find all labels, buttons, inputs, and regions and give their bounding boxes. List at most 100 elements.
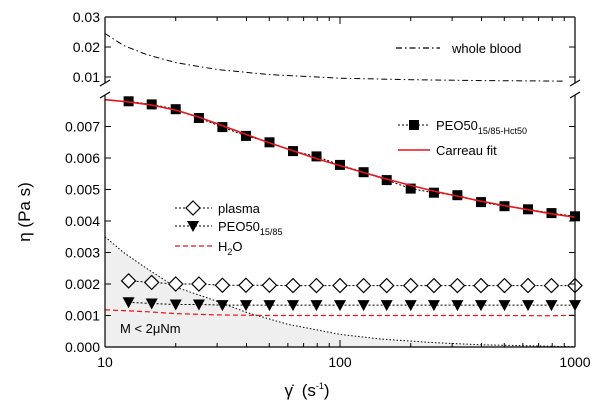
peo-hct50-point-5	[241, 130, 251, 141]
legend-whole-blood-label: whole blood	[451, 41, 521, 56]
y-lower-tick-label-3: 0.003	[65, 245, 100, 261]
peo-point-5	[239, 300, 252, 312]
plasma-point-4	[214, 277, 231, 294]
legend-triangle-marker	[187, 221, 199, 232]
plasma-point-16	[496, 277, 513, 294]
peo-hct50-point-3	[193, 113, 204, 123]
carreau-fit-line	[104, 98, 576, 218]
peo-point-15	[474, 300, 487, 312]
y-upper-tick-label-1: 0.02	[73, 39, 100, 55]
low-torque-annotation: M < 2μNm	[120, 321, 181, 336]
peo-hct50-point-13	[428, 187, 439, 198]
peo-point-0	[122, 297, 135, 309]
svg-text:PEO5015/85-Hct50: PEO5015/85-Hct50	[436, 118, 527, 136]
legend-peo-hct50: PEO5015/85-Hct50	[398, 118, 527, 136]
legend-square-marker	[409, 120, 419, 130]
plasma-point-18	[543, 277, 560, 294]
peo-point-1	[145, 298, 158, 310]
plasma-point-2	[167, 276, 184, 292]
legend-whole-blood: whole blood	[396, 41, 521, 56]
peo-hct50-point-12	[405, 183, 416, 194]
peo-point-12	[404, 300, 417, 312]
x-axis-title-close: )	[324, 381, 330, 400]
legend-carreau-label: Carreau fit	[436, 143, 497, 158]
axis-break-right-lower	[569, 91, 581, 99]
x-tick-label-2: 1000	[559, 354, 590, 370]
x-axis-title-unit: (s	[302, 381, 316, 400]
y-lower-tick-label-1: 0.001	[65, 308, 100, 324]
legend-plasma-label: plasma	[218, 201, 261, 216]
peo-point-16	[498, 300, 511, 312]
low-torque-shaded-region	[105, 236, 575, 347]
plasma-point-11	[378, 277, 395, 294]
peo-hct50-point-2	[170, 104, 181, 115]
y-axis-title: η (Pa s)	[15, 182, 34, 242]
y-lower-tick-label-2: 0.002	[65, 276, 100, 292]
axis-break-right-upper	[569, 79, 581, 87]
legend-diamond-marker	[185, 200, 201, 216]
peo-point-2	[169, 299, 182, 311]
svg-text:H2O: H2O	[218, 239, 243, 257]
plasma-point-8	[308, 277, 325, 294]
peo-hct50-point-15	[476, 197, 486, 208]
plasma-point-9	[332, 277, 348, 294]
y-lower-tick-label-5: 0.005	[65, 182, 100, 198]
peo-point-3	[192, 299, 205, 311]
plasma-point-13	[426, 277, 442, 294]
x-axis-title-exponent: -1	[316, 381, 324, 391]
peo-hct50-point-11	[381, 175, 392, 186]
peo-hct50-point-8	[311, 151, 322, 162]
peo-point-8	[310, 300, 323, 312]
x-axis-title: γ̇ (s-1)	[284, 381, 329, 400]
legend-h2o: H2O	[175, 239, 243, 257]
plasma-point-5	[238, 277, 254, 294]
peo-point-9	[334, 300, 346, 312]
legend-h2o-end: O	[232, 239, 242, 254]
peo-point-14	[451, 300, 464, 312]
h2o-line	[104, 309, 576, 317]
peo-point-13	[427, 300, 440, 312]
legend-h2o-subscript: 2	[227, 247, 232, 257]
plasma-point-15	[473, 277, 489, 294]
svg-text:γ̇ (s-1): γ̇ (s-1)	[284, 381, 329, 400]
legend-peo-hct50-label: PEO50	[436, 118, 478, 133]
y-lower-tick-label-0: 0.000	[65, 339, 100, 355]
plasma-point-0	[120, 273, 137, 289]
peo-point-7	[287, 300, 300, 312]
peo-point-18	[545, 300, 558, 312]
legend-peo-hct50-subscript: 15/85-Hct50	[478, 126, 527, 136]
plasma-point-17	[520, 277, 536, 294]
y-lower-tick-label-6: 0.006	[65, 150, 100, 166]
legend-carreau-fit: Carreau fit	[398, 143, 497, 158]
y-upper-tick-label-0: 0.01	[73, 69, 100, 85]
svg-text:PEO5015/85: PEO5015/85	[218, 219, 282, 237]
series-layer	[104, 33, 583, 348]
plasma-point-6	[261, 277, 278, 294]
legend-peo-subscript: 15/85	[260, 227, 283, 237]
x-axis-title-symbol: γ̇	[284, 381, 294, 400]
peo-point-6	[263, 300, 276, 312]
legend-plasma: plasma	[175, 200, 261, 216]
axis-break-left-lower	[99, 91, 111, 99]
peo-point-10	[357, 300, 370, 312]
peo-line	[128, 301, 575, 306]
low-torque-region-layer	[105, 236, 575, 347]
plasma-point-10	[355, 277, 372, 294]
legend-h2o-label: H	[218, 239, 227, 254]
x-tick-label-0: 10	[97, 354, 113, 370]
y-lower-tick-label-4: 0.004	[65, 213, 100, 229]
peo-hct50-point-14	[452, 190, 463, 201]
axis-break-left-upper	[99, 79, 111, 87]
peo-point-11	[380, 300, 393, 312]
legend-peo: PEO5015/85	[175, 219, 282, 237]
plasma-point-3	[191, 276, 207, 292]
ticks-layer: 0.01 0.02 0.03 0.000 0.001 0.002 0.003 0.004 0.0…	[65, 9, 591, 370]
plasma-point-14	[449, 277, 466, 294]
whole-blood-line	[104, 33, 565, 82]
peo-point-17	[522, 300, 535, 312]
y-lower-tick-label-7: 0.007	[65, 119, 100, 135]
plasma-point-1	[143, 274, 160, 291]
peo-point-4	[216, 300, 229, 312]
plasma-point-7	[285, 277, 301, 294]
